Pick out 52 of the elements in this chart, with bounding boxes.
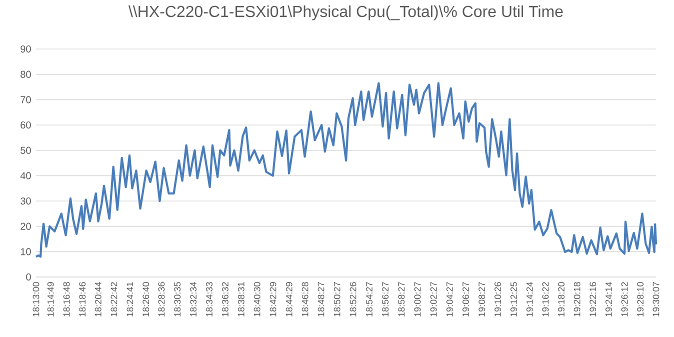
x-tick-label: 18:22:42 [110,282,118,316]
x-tick-label: 18:44:29 [286,282,292,316]
x-tick-label: 18:36:32 [222,282,228,316]
x-tick-label: 19:02:27 [430,282,437,316]
y-tick-label: 0 [26,273,31,281]
line-series [34,82,658,258]
x-tick-label: 18:20:44 [94,282,102,316]
x-tick-label: 18:48:27 [318,282,324,316]
x-tick-label: 19:30:07 [652,282,660,316]
x-tick-label: 19:08:27 [478,282,486,316]
x-tick-label: 18:14:49 [47,282,54,316]
x-tick-label: 18:56:27 [382,282,389,316]
x-tick-label: 18:34:33 [206,282,212,316]
x-tick-label: 18:18:46 [79,282,86,316]
x-tick-label: 18:28:36 [158,282,165,316]
y-tick-label: 10 [20,248,31,256]
y-tick-label: 80 [20,70,31,78]
x-tick-label: 19:26:12 [621,282,628,316]
x-tick-label: 18:13:00 [32,282,40,316]
x-tick-label: 18:32:34 [190,282,197,316]
x-tick-label: 18:24:41 [126,282,134,316]
x-tick-label: 19:06:27 [462,282,469,316]
x-tick-label: 18:30:35 [174,282,181,316]
x-tick-label: 19:16:22 [542,282,549,316]
x-tick-label: 18:54:27 [366,282,372,316]
y-tick-label: 60 [20,121,31,129]
x-tick-label: 19:00:27 [414,282,421,316]
x-tick-label: 18:42:29 [270,282,276,316]
x-tick-label: 18:40:30 [254,282,260,316]
x-tick-label: 18:38:31 [238,282,244,316]
x-tick-label: 19:20:18 [574,282,580,316]
y-tick-label: 50 [20,146,31,154]
x-tick-label: 19:14:24 [526,282,533,316]
x-tick-label: 18:26:40 [142,282,150,316]
x-tick-label: 18:46:28 [302,282,308,316]
x-tick-label: 19:12:25 [510,282,517,316]
y-tick-label: 70 [20,96,31,104]
x-tick-label: 19:10:26 [494,282,501,316]
x-tick-label: 18:58:27 [398,282,405,316]
x-tick-label: 19:28:10 [637,282,644,316]
x-tick-label: 19:24:14 [605,282,612,316]
chart-title: \\HX-C220-C1-ESXi01\Physical Cpu(_Total)\% Core Util Time [128,5,563,20]
x-tick-label: 18:52:26 [350,282,356,316]
x-tick-label: 18:50:27 [334,282,340,316]
x-tick-label: 19:18:20 [558,282,564,316]
y-tick-label: 30 [20,197,31,205]
x-tick-label: 19:04:27 [446,282,453,316]
x-tick-label: 19:22:16 [590,282,596,316]
x-tick-label: 18:16:48 [63,282,70,316]
y-tick-label: 20 [20,222,31,230]
y-tick-label: 90 [20,45,31,53]
y-tick-label: 40 [20,172,31,180]
